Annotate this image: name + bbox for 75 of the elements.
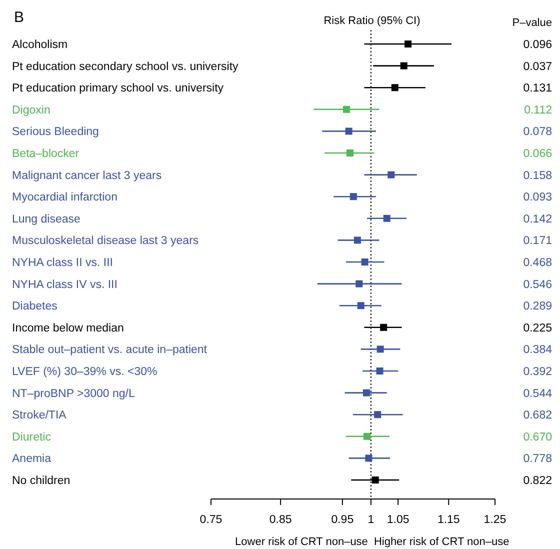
y2-tick-label: 0.112 (524, 104, 552, 116)
y2-tick-label: 0.544 (523, 388, 553, 400)
y2-tick-label: 0.670 (523, 431, 552, 444)
text: Lower risk of CRT non–use (235, 536, 368, 548)
y2-tick-label: 0.682 (523, 410, 552, 422)
y-tick-label: Anemia (12, 453, 52, 466)
point (374, 411, 382, 418)
y2-tick-label: 0.093 (523, 192, 552, 204)
y2-tick-label: 0.384 (523, 344, 553, 356)
point (345, 128, 352, 135)
y-tick-label: Stable out–patient vs. acute in–patient (12, 344, 208, 356)
x-tick-label: 1.15 (437, 514, 460, 526)
y-tick-label: Pt education primary school vs. university (12, 82, 224, 95)
x-tick-label: 0.85 (269, 514, 292, 526)
point (388, 171, 395, 178)
point (354, 236, 361, 244)
x-tick-label: 0.75 (200, 514, 222, 526)
x-tick-label: 1.05 (386, 514, 410, 526)
y2-tick-label: 0.778 (523, 453, 552, 466)
y2-tick-label: 0.546 (523, 278, 552, 291)
point (380, 324, 388, 331)
y-tick-label: Stroke/TIA (12, 410, 67, 422)
point (372, 476, 379, 484)
point (376, 368, 384, 374)
y-tick-label: Diabetes (12, 300, 58, 313)
y-tick-label: Myocardial infarction (12, 192, 118, 204)
point (356, 280, 363, 288)
y-tick-label: NT–proBNP >3000 ng/L (12, 388, 136, 400)
y-tick-label: Income below median (12, 322, 124, 334)
x-tick-label: 1.25 (484, 514, 506, 526)
y2-axis-title: P–value (512, 17, 552, 29)
text: B (14, 9, 24, 26)
chart-subtitle: Risk Ratio (95% CI) (324, 15, 420, 27)
y2-tick-label: 0.078 (523, 126, 552, 138)
point (343, 106, 350, 113)
y-tick-label: NYHA class II vs. III (12, 257, 113, 269)
y-tick-label: NYHA class IV vs. III (12, 278, 118, 291)
point (404, 40, 412, 48)
y2-tick-label: 0.225 (523, 322, 552, 334)
y2-tick-label: 0.096 (523, 39, 552, 51)
point (346, 150, 354, 156)
x-tick-label: 0.95 (331, 514, 354, 526)
y2-tick-label: 0.158 (523, 170, 552, 182)
point (376, 346, 384, 353)
point (361, 258, 368, 266)
y-tick-label: Diuretic (12, 431, 52, 444)
point (350, 193, 357, 200)
point (391, 84, 398, 92)
y2-tick-label: 0.037 (523, 60, 552, 73)
y-tick-label: Alcoholism (12, 39, 68, 51)
y-tick-label: Digoxin (12, 104, 50, 116)
y2-tick-label: 0.468 (523, 257, 552, 269)
x-tick-label: 1 (368, 514, 374, 526)
point (364, 432, 371, 440)
y2-tick-label: 0.066 (523, 148, 552, 160)
y-tick-label: LVEF (%) 30–39% vs. <30% (12, 366, 158, 378)
y-tick-label: Serious Bleeding (12, 126, 99, 138)
y-tick-label: Pt education secondary school vs. university (12, 60, 239, 73)
y2-tick-label: 0.289 (523, 300, 552, 313)
point (357, 302, 364, 310)
y-tick-label: Beta–blocker (12, 148, 80, 160)
y2-tick-label: 0.392 (523, 366, 552, 378)
point (383, 214, 390, 222)
y2-tick-label: 0.171 (523, 235, 552, 248)
y-tick-label: No children (12, 475, 70, 487)
point (400, 62, 408, 70)
y-tick-label: Malignant cancer last 3 years (12, 170, 162, 182)
point (362, 389, 370, 396)
point (365, 454, 372, 462)
text: Higher risk of CRT non–use (374, 536, 510, 548)
y-tick-label: Musculoskeletal disease last 3 years (12, 235, 199, 248)
y2-tick-label: 0.142 (523, 213, 552, 226)
y-tick-label: Lung disease (12, 213, 80, 226)
y2-tick-label: 0.131 (523, 82, 552, 95)
y2-tick-label: 0.822 (523, 475, 552, 487)
